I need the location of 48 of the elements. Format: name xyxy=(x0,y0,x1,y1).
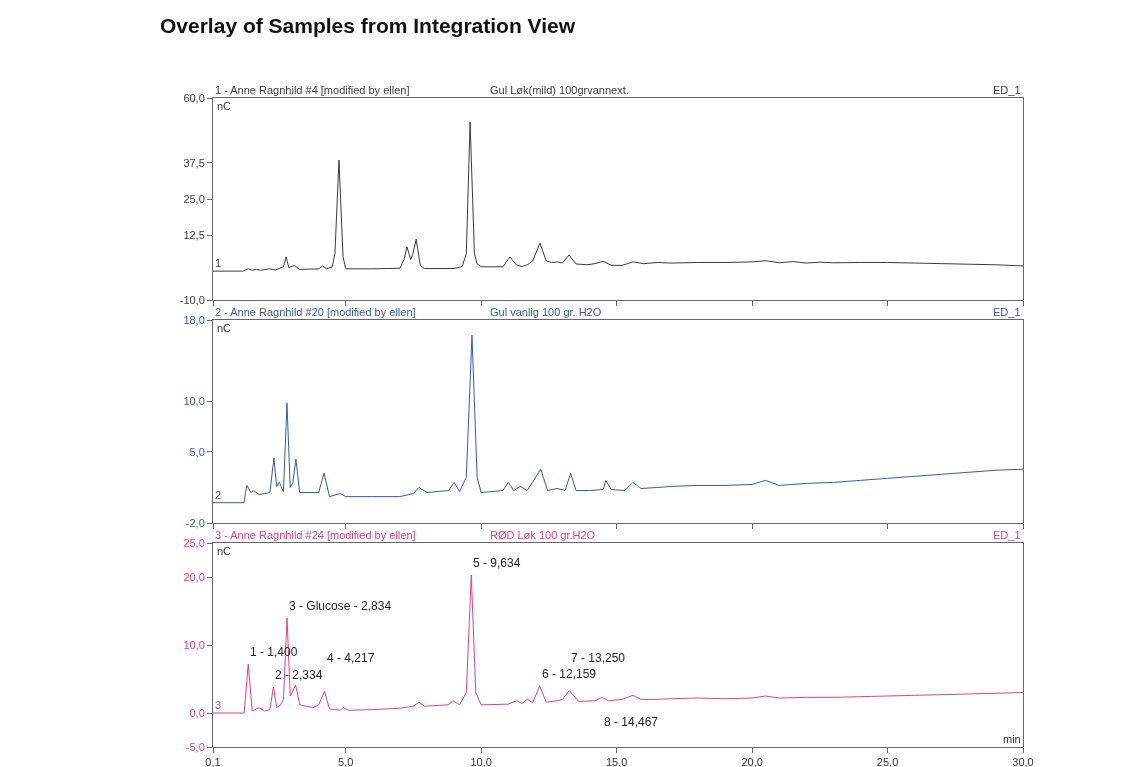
line-series xyxy=(213,574,1023,714)
text: ED_1 xyxy=(993,529,1021,541)
annotation: 8 - 14,467 xyxy=(604,715,659,729)
x-tick-label: 10,0 xyxy=(470,756,492,767)
y-tick-label: 10,0 xyxy=(183,638,205,651)
x-tick-label: 30,0 xyxy=(1012,756,1034,767)
y-tick-label: -2,0 xyxy=(185,516,205,529)
y-tick-label: 0,0 xyxy=(189,706,205,719)
line-series xyxy=(213,121,1023,272)
chart-title: 3 - Anne Ragnhild #24 [modified by ellen] xyxy=(215,529,416,541)
text: ED_1 xyxy=(993,306,1021,318)
annotation: 3 - Glucose - 2,834 xyxy=(289,599,392,613)
text: Gul Løk(mild) 100grvannext. xyxy=(490,84,629,96)
y-tick-label: 10,0 xyxy=(183,395,205,408)
chart-subtitle: 1 - Anne Ragnhild #4 [modified by ellen] xyxy=(215,84,410,96)
y-tick-label: 37,5 xyxy=(183,156,205,169)
text: ED_1 xyxy=(993,84,1021,96)
chart-title: 2 - Anne Ragnhild #20 [modified by ellen] xyxy=(215,306,416,318)
annotation: 4 - 4,217 xyxy=(327,651,375,665)
chart-title: Overlay of Samples from Integration View xyxy=(160,14,576,38)
annotation: 2 - 2,334 xyxy=(275,668,323,682)
text: RØD Løk 100 gr.H2O xyxy=(490,529,596,541)
line-series xyxy=(213,334,1023,504)
text: Gul vanlig 100 gr. H2O xyxy=(490,306,602,318)
y-axis-title: nC xyxy=(217,100,232,112)
annotation: 7 - 13,250 xyxy=(571,651,626,665)
x-tick-label: 15,0 xyxy=(605,756,628,767)
annotation: 6 - 12,159 xyxy=(542,667,597,681)
x-tick-label: 20,0 xyxy=(741,756,763,767)
x-tick-label: 25,0 xyxy=(876,756,899,767)
y-tick-label: 5,0 xyxy=(189,445,205,458)
y-tick-label: -5,0 xyxy=(185,740,205,753)
y-axis-title: nC xyxy=(217,322,232,334)
y-tick-label: 12,5 xyxy=(183,228,205,241)
y-axis-title: nC xyxy=(217,545,232,557)
annotation: 3 xyxy=(215,699,222,711)
annotation: 5 - 9,634 xyxy=(473,556,521,570)
y-tick-label: 20,0 xyxy=(183,570,205,583)
annotation: 2 xyxy=(215,489,222,501)
y-tick-label: 60,0 xyxy=(183,91,205,104)
x-axis-title: min xyxy=(1003,733,1021,745)
y-tick-label: 25,0 xyxy=(183,536,205,549)
y-tick-label: 25,0 xyxy=(183,192,205,205)
y-tick-label: 18,0 xyxy=(183,313,205,326)
x-tick-label: 0,1 xyxy=(205,756,221,767)
y-tick-label: -10,0 xyxy=(179,293,205,306)
x-tick-label: 5,0 xyxy=(338,756,354,767)
annotation: 1 xyxy=(215,257,222,269)
